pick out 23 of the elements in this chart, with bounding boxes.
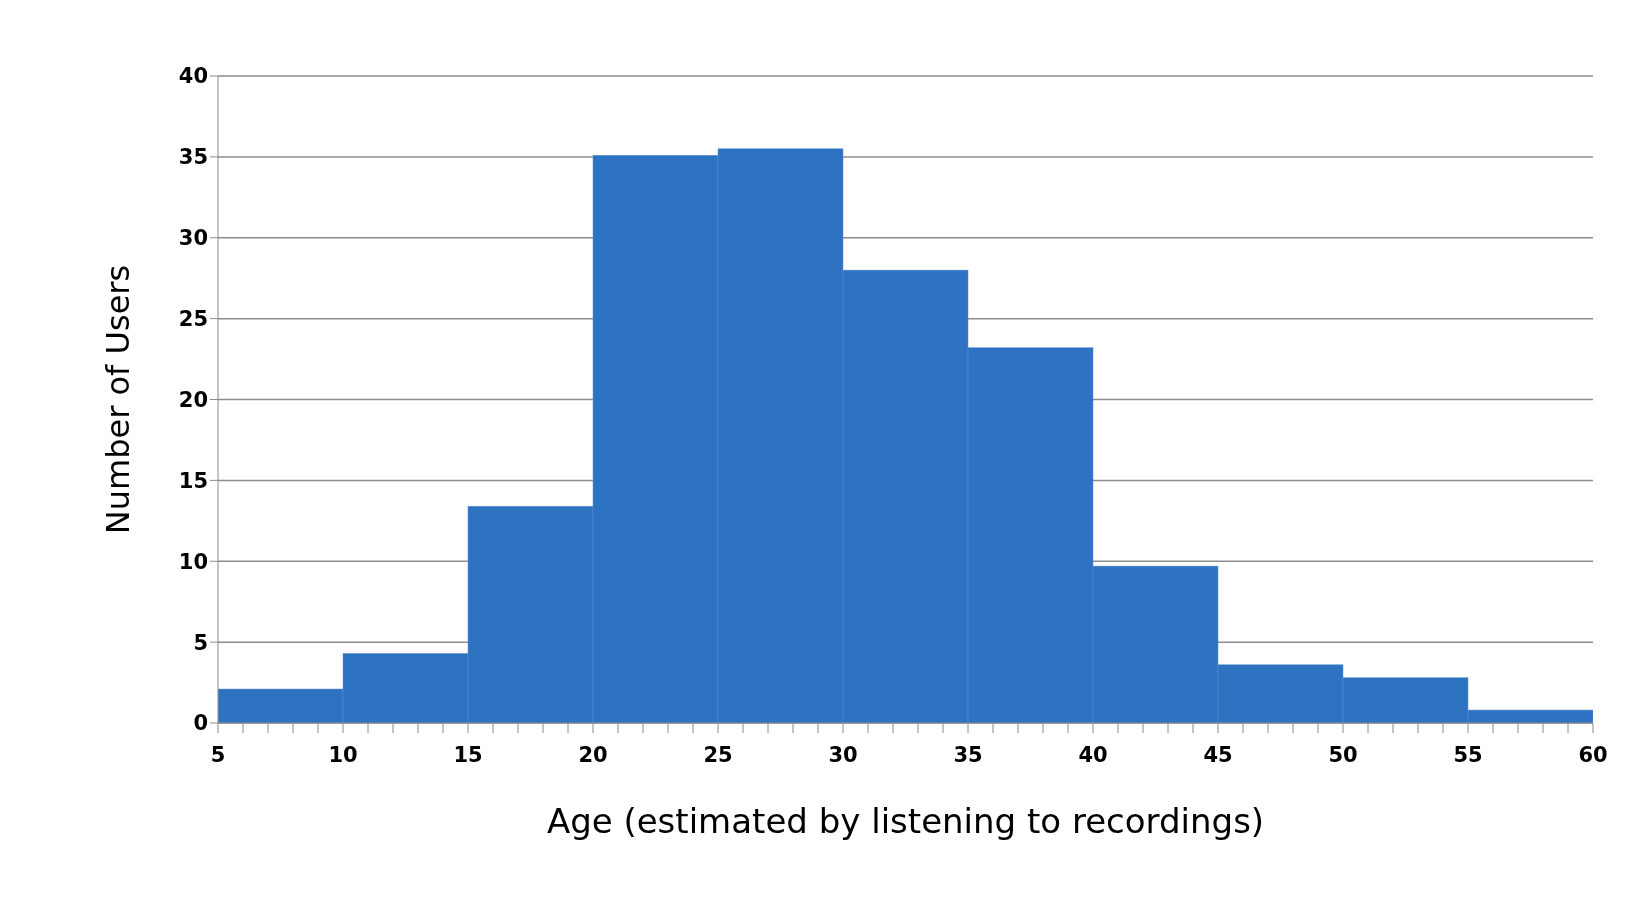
x-tick-label: 15 [453, 742, 483, 767]
x-tick-label: 40 [1078, 742, 1108, 767]
y-tick-label: 20 [178, 387, 208, 412]
y-tick-label: 15 [178, 468, 208, 493]
x-tick-label: 5 [210, 742, 226, 767]
x-tick-label: 25 [703, 742, 733, 767]
y-tick-label: 25 [178, 307, 208, 332]
x-axis-title: Age (estimated by listening to recordings) [546, 801, 1265, 841]
y-tick-label: 40 [178, 64, 208, 89]
x-tick-label: 20 [578, 742, 608, 767]
x-tick-label: 35 [953, 742, 983, 767]
x-tick-label: 55 [1453, 742, 1483, 767]
x-tick-label: 45 [1203, 742, 1233, 767]
x-tick-label: 60 [1578, 742, 1608, 767]
y-tick-label: 30 [178, 226, 208, 251]
x-tick-label: 10 [328, 742, 358, 767]
y-tick-label: 10 [178, 549, 208, 574]
y-tick-label: 5 [193, 630, 208, 655]
x-tick-label: 50 [1328, 742, 1358, 767]
y-tick-label: 35 [178, 145, 208, 170]
y-tick-label: 0 [193, 711, 208, 736]
y-axis-title: Number of Users [99, 264, 138, 535]
x-tick-label: 30 [828, 742, 858, 767]
